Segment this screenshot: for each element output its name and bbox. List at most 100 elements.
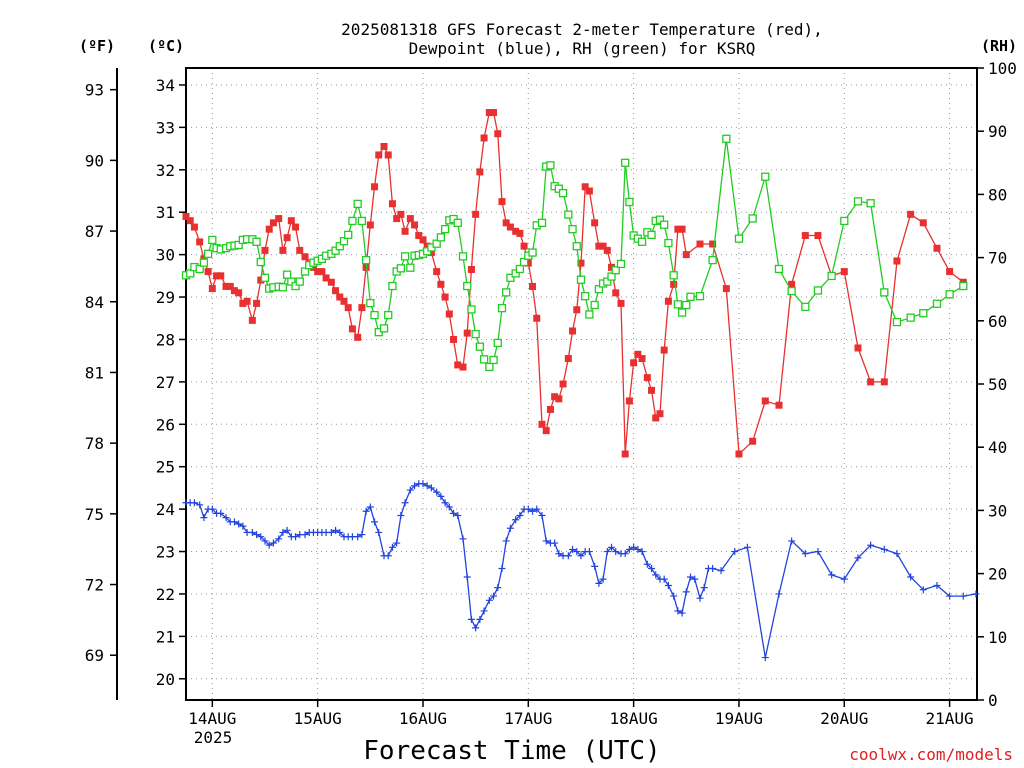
temperature-point [893, 257, 901, 265]
dewpoint-point [463, 573, 471, 581]
temperature-point [190, 223, 198, 231]
temperature-point [498, 198, 506, 206]
rh-point [590, 300, 599, 310]
celsius-tick-label: 31 [156, 203, 175, 222]
temperature-point [577, 259, 585, 267]
rh-point [647, 230, 656, 239]
dewpoint-point [761, 654, 769, 662]
temperature-point [480, 134, 488, 142]
rh-point [637, 237, 647, 246]
dewpoint-point [401, 499, 409, 507]
dewpoint-point [358, 531, 366, 539]
dewpoint-point [972, 590, 980, 598]
rh-point [515, 264, 525, 274]
dewpoint-point [248, 528, 256, 536]
rh-point [467, 305, 476, 314]
dewpoint-point [595, 579, 603, 587]
rh-point [287, 277, 296, 286]
celsius-tick-label: 33 [156, 118, 175, 137]
temperature-point [538, 420, 546, 428]
temperature-point [375, 151, 383, 159]
rh-point [471, 329, 480, 339]
rh-point [528, 248, 537, 257]
dewpoint-point [332, 526, 340, 534]
temperature-point [196, 238, 204, 246]
temperature-point [388, 200, 396, 208]
dewpoint-point [200, 514, 208, 522]
rh-point [813, 286, 823, 295]
dewpoint-point [599, 575, 607, 583]
temperature-point [344, 304, 352, 312]
temperature-point [674, 225, 682, 233]
rh-point [489, 355, 498, 365]
dewpoint-point [208, 505, 216, 513]
temperature-point [603, 246, 611, 254]
dewpoint-point [664, 581, 672, 589]
dewpoint-point [946, 592, 954, 600]
rh-point [686, 292, 695, 301]
temperature-point [630, 359, 638, 367]
rh-point [361, 255, 371, 265]
temperature-point [506, 223, 514, 231]
celsius-tick-label: 29 [156, 288, 175, 307]
temperature-point [555, 395, 563, 403]
rh-point [400, 252, 410, 261]
rh-point [384, 310, 393, 320]
dewpoint-point [867, 541, 875, 549]
celsius-tick-label: 27 [156, 373, 175, 392]
rh-point [278, 283, 288, 292]
dewpoint-point [788, 537, 796, 545]
rh-point [880, 288, 889, 297]
dewpoint-point [494, 584, 502, 592]
temperature-point [445, 310, 453, 318]
dewpoint-point [696, 594, 704, 602]
temperature-point [314, 268, 322, 276]
temperature-point [362, 263, 370, 271]
x-tick-label: 14AUG [188, 709, 236, 728]
dewpoint-point [196, 501, 204, 509]
dewpoint-point [731, 548, 739, 556]
rh-point [436, 233, 446, 242]
celsius-tick-label: 22 [156, 585, 175, 604]
rh-point [558, 188, 568, 198]
rh-point [208, 235, 217, 245]
temperature-point [476, 168, 484, 176]
dewpoint-point [538, 511, 546, 519]
dewpoint-point [279, 528, 287, 536]
temperature-point [617, 299, 625, 307]
rh-point [406, 263, 415, 272]
dewpoint-point [691, 575, 699, 583]
axes: 20 21 22 23 24 25 26 27 28 29 30 31 32 33 34 69 72 75 78 81… [85, 59, 1017, 728]
rh-point [331, 246, 340, 255]
temperature-point [322, 274, 330, 282]
series-layer [181, 109, 980, 662]
dewpoint-point [524, 505, 532, 513]
x-tick-label: 21AUG [926, 709, 974, 728]
temperature-point [709, 240, 717, 248]
rh-point [199, 258, 209, 267]
rh-point [357, 216, 367, 226]
rh-point [616, 259, 626, 269]
dewpoint-point [217, 509, 225, 517]
dewpoint-point [327, 528, 335, 536]
temperature-point [348, 325, 356, 333]
dewpoint-point [423, 482, 431, 490]
dewpoint-point [555, 550, 563, 558]
temperature-point [450, 335, 458, 343]
dewpoint-point [336, 528, 344, 536]
dewpoint-point [573, 548, 581, 556]
fahrenheit-tick-label: 93 [85, 81, 104, 100]
rh-tick-label: 50 [988, 375, 1007, 394]
rh-point [506, 273, 515, 282]
temperature-point [423, 242, 431, 250]
dewpoint-point [490, 592, 498, 600]
rh-point [260, 273, 270, 282]
rh-point [932, 299, 942, 308]
rh-point [256, 257, 265, 267]
temperature-point [433, 268, 441, 276]
dewpoint-point [564, 552, 572, 560]
rh-point [906, 313, 915, 322]
temperature-point [494, 130, 502, 138]
dewpoint-point [230, 518, 238, 526]
fahrenheit-tick-label: 81 [85, 363, 104, 382]
